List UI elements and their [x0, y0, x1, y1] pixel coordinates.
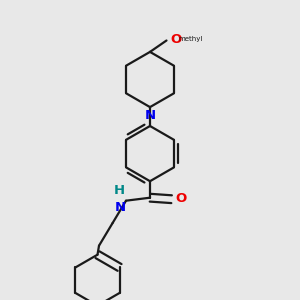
- Text: methyl: methyl: [178, 36, 202, 42]
- Text: N: N: [115, 201, 126, 214]
- Text: O: O: [175, 192, 187, 205]
- Text: H: H: [113, 184, 124, 197]
- Text: O: O: [170, 33, 182, 46]
- Text: N: N: [145, 109, 156, 122]
